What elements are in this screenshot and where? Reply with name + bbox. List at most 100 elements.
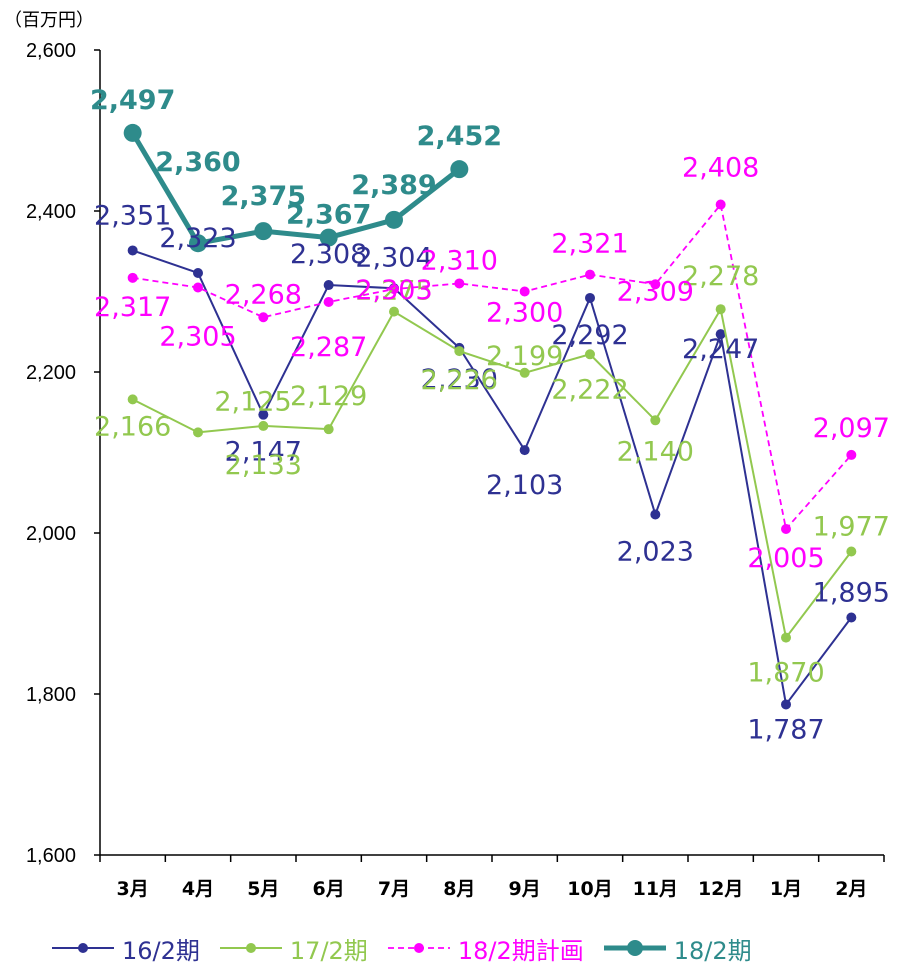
unit-label: （百万円） (4, 10, 94, 31)
data-point (323, 424, 334, 435)
data-label: 2,300 (486, 298, 563, 329)
series-line (130, 131, 461, 246)
x-tick-label: 2月 (835, 878, 867, 900)
data-label: 1,787 (747, 714, 824, 745)
data-point (454, 278, 465, 289)
data-point (127, 394, 138, 405)
data-label: 2,230 (421, 364, 498, 395)
data-point (650, 509, 661, 520)
y-tick-label: 2,200 (26, 362, 76, 384)
data-point (454, 346, 465, 357)
data-point (519, 286, 530, 297)
data-label: 1,895 (813, 578, 890, 609)
data-point (585, 269, 595, 280)
y-tick-label: 2,000 (26, 523, 76, 545)
y-tick-label: 1,600 (26, 845, 76, 867)
legend-item: 18/2期計画 (386, 931, 584, 966)
data-point (193, 427, 203, 438)
data-point (189, 234, 207, 253)
legend-item: 17/2期 (218, 931, 368, 966)
legend-item: 18/2期 (602, 931, 752, 966)
data-label: 2,125 (214, 386, 291, 417)
data-point (385, 210, 403, 229)
series-line (132, 249, 853, 707)
data-point (258, 420, 269, 431)
series-line (132, 306, 853, 641)
legend-swatch (52, 943, 114, 953)
data-label: 2,304 (355, 242, 432, 273)
y-tick-label: 2,600 (26, 40, 76, 62)
data-label: 2,303 (355, 275, 432, 306)
legend-label: 18/2期 (673, 936, 752, 965)
data-point (389, 284, 399, 295)
data-label: 2,310 (421, 245, 498, 276)
data-label: 2,389 (351, 170, 436, 201)
x-tick-label: 8月 (443, 878, 475, 900)
data-point (846, 612, 857, 623)
data-point (519, 445, 530, 456)
data-point (258, 312, 269, 323)
data-label: 2,247 (682, 334, 759, 365)
data-label: 2,452 (417, 121, 502, 152)
legend-swatch (219, 943, 282, 953)
data-point (846, 449, 857, 460)
data-point (781, 632, 791, 643)
x-tick-label: 4月 (182, 878, 214, 900)
data-point (585, 349, 595, 360)
data-point (123, 123, 142, 142)
legend-swatch (387, 943, 450, 953)
x-tick-label: 1月 (770, 878, 802, 900)
data-label: 2,375 (221, 181, 306, 212)
data-label: 2,367 (286, 200, 371, 231)
series-182 (127, 199, 857, 534)
data-point (519, 367, 530, 378)
data-point (193, 267, 203, 278)
data-label: 2,278 (682, 261, 759, 292)
legend-swatch (603, 940, 666, 956)
data-label: 2,222 (551, 374, 628, 405)
x-tick-label: 3月 (117, 878, 149, 900)
x-tick-label: 5月 (247, 878, 279, 900)
data-label: 2,309 (617, 276, 694, 307)
data-point (323, 296, 334, 307)
data-point (254, 222, 273, 241)
data-label: 1,870 (747, 658, 824, 689)
data-label: 2,166 (94, 411, 171, 442)
data-label: 2,275 (355, 276, 432, 307)
data-point (389, 306, 399, 317)
legend-item: 16/2期 (50, 931, 200, 966)
data-point (323, 280, 334, 291)
series-182 (123, 123, 469, 253)
legend: 16/2期 17/2期 18/2期計画 18/2期 (50, 930, 752, 966)
data-label: 2,147 (225, 437, 302, 468)
data-point (319, 228, 338, 247)
data-label: 2,226 (421, 365, 498, 396)
data-label: 1,977 (813, 512, 890, 543)
data-point (650, 415, 661, 426)
x-tick-label: 11月 (633, 878, 678, 900)
series-172 (127, 304, 857, 643)
data-label: 2,097 (813, 413, 890, 444)
series-line (132, 202, 853, 531)
data-label: 2,308 (290, 239, 367, 270)
chart-axes: 1,600 1,800 2,000 2,200 2,400 2,600 3月 4月 5月 6月 7月… (26, 40, 885, 900)
data-point (127, 272, 138, 283)
data-label: 2,317 (94, 292, 171, 323)
data-label: 2,287 (290, 332, 367, 363)
data-point (585, 292, 595, 303)
y-tick-label: 1,800 (26, 684, 76, 706)
legend-label: 17/2期 (289, 936, 368, 965)
data-label: 2,360 (155, 147, 240, 178)
x-tick-label: 6月 (313, 878, 345, 900)
data-label: 2,351 (94, 200, 171, 231)
data-label: 2,140 (617, 436, 694, 467)
data-point (715, 304, 726, 315)
x-tick-label: 12月 (698, 878, 743, 900)
data-label: 2,268 (225, 279, 302, 310)
data-label: 2,305 (159, 321, 236, 352)
data-label: 2,199 (486, 341, 563, 372)
data-label: 2,321 (551, 229, 628, 260)
data-label: 2,133 (225, 450, 302, 481)
